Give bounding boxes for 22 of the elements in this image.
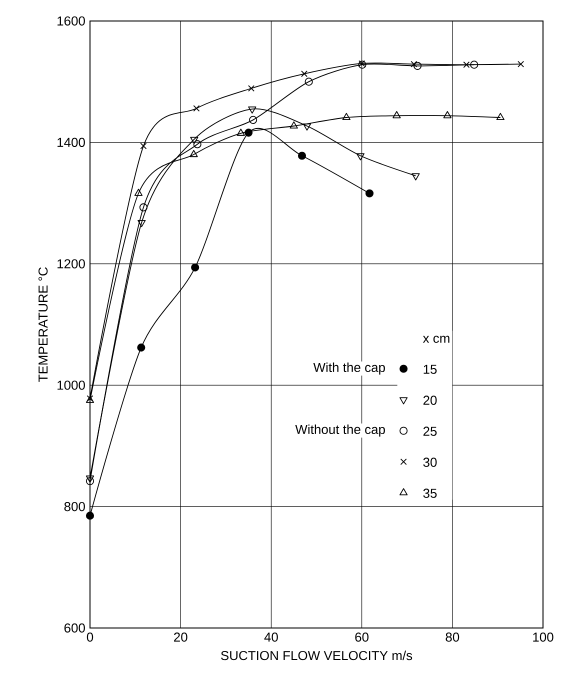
legend-label: 20 xyxy=(423,396,437,405)
x-tick-label: 0 xyxy=(86,632,94,642)
legend-label: 30 xyxy=(423,458,437,467)
legend-label: 25 xyxy=(423,426,437,436)
x-tick-label: 20 xyxy=(174,632,188,642)
y-tick-label: 1000 xyxy=(58,380,85,390)
legend-label: 35 xyxy=(423,488,437,498)
y-tick-label: 1600 xyxy=(58,16,85,26)
y-tick-label: 1400 xyxy=(58,138,85,147)
annotation: With the cap xyxy=(313,362,385,375)
x-tick-label: 60 xyxy=(355,632,369,642)
y-tick-label: 800 xyxy=(64,502,85,512)
legend-title: x cm xyxy=(422,336,450,343)
y-axis-title: TEMPERATURE °C xyxy=(38,267,48,382)
y-tick-label: 600 xyxy=(64,623,85,633)
x-tick-label: 100 xyxy=(533,632,554,642)
x-tick-label: 40 xyxy=(264,632,278,642)
x-axis-title: SUCTION FLOW VELOCITY m/s xyxy=(221,650,412,660)
legend-label: 15 xyxy=(424,364,437,374)
annotation: Without the cap xyxy=(295,424,385,437)
y-tick-label: 1200 xyxy=(58,259,85,268)
x-tick-label: 80 xyxy=(446,632,460,642)
